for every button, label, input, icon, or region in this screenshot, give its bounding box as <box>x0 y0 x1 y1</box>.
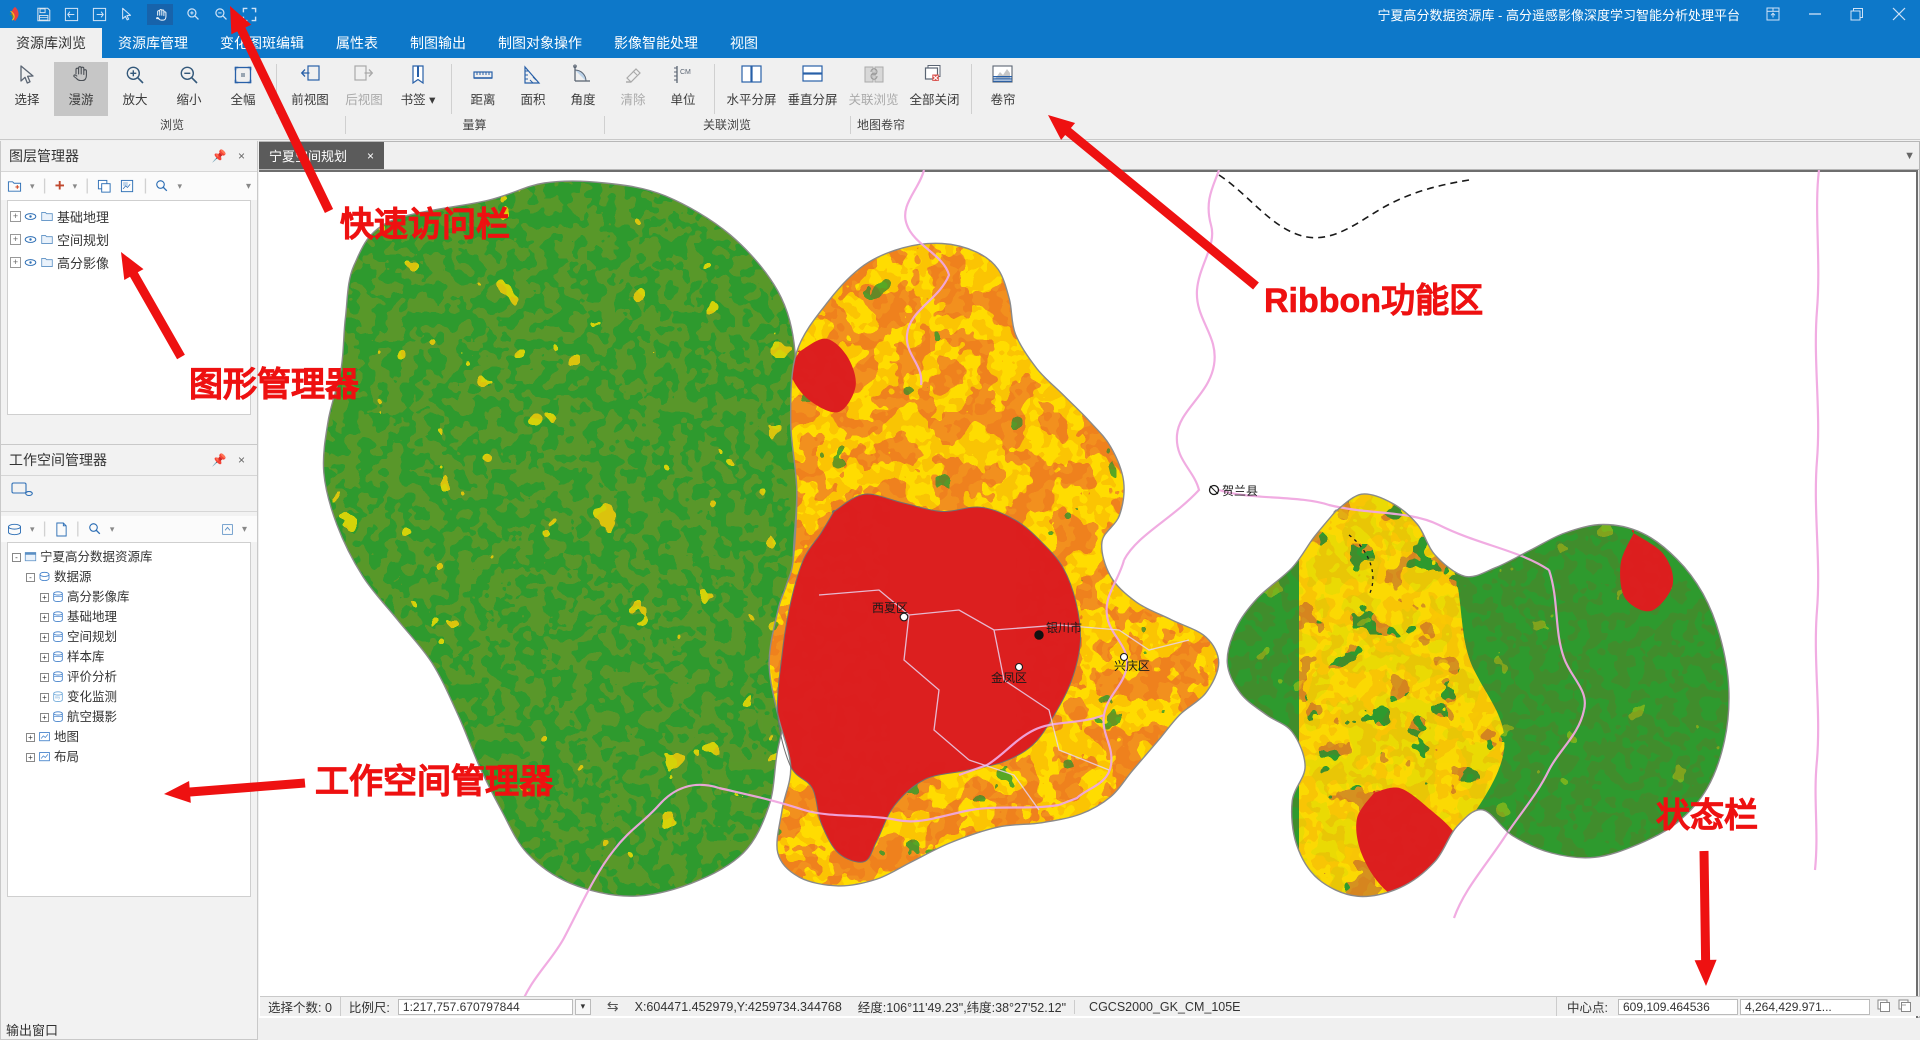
svg-text:兴庆区: 兴庆区 <box>1114 659 1150 673</box>
svg-text:CM: CM <box>680 69 691 76</box>
svg-text:金凤区: 金凤区 <box>991 670 1027 685</box>
svg-text:西夏区: 西夏区 <box>872 601 908 615</box>
svg-text:银川市: 银川市 <box>1046 620 1082 635</box>
svg-text:贺兰县: 贺兰县 <box>1222 484 1258 498</box>
